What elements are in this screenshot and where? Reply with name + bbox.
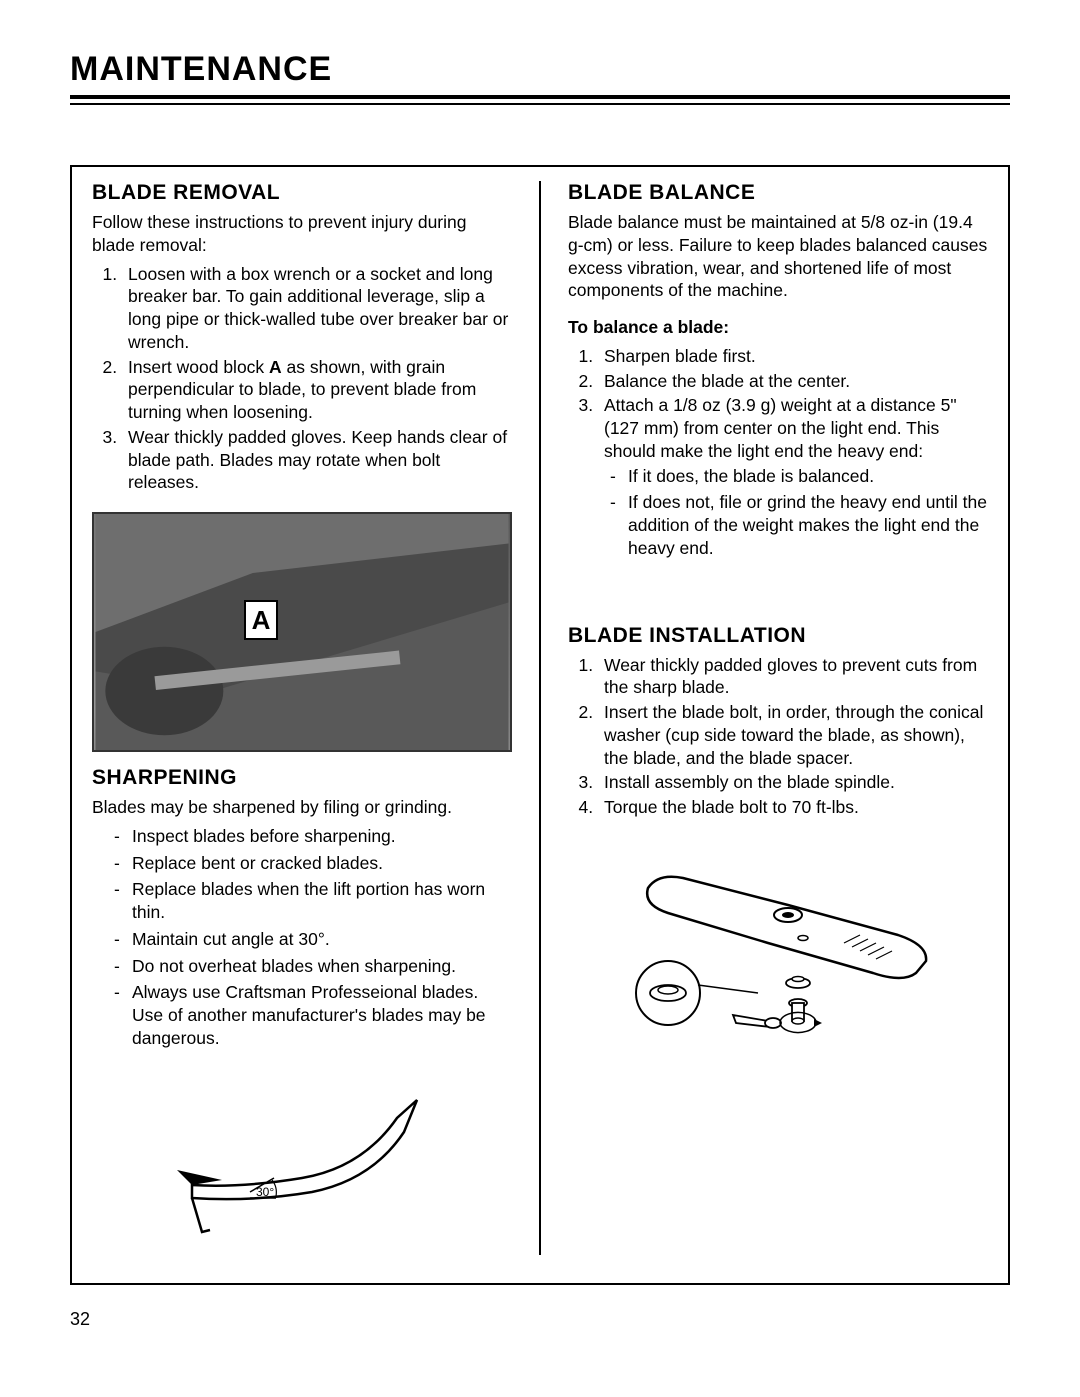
balance-sub-bullet: If does not, file or grind the heavy end… (610, 491, 988, 559)
install-step: Insert the blade bolt, in order, through… (598, 701, 988, 769)
heading-blade-installation: BLADE INSTALLATION (568, 624, 988, 648)
balance-intro: Blade balance must be maintained at 5/8 … (568, 211, 988, 302)
install-step: Torque the blade bolt to 70 ft-lbs. (598, 796, 988, 819)
removal-step: Wear thickly padded gloves. Keep hands c… (122, 426, 512, 494)
figure-blade-install (598, 843, 958, 1053)
removal-step: Loosen with a box wrench or a socket and… (122, 263, 512, 354)
sharpening-bullet: Maintain cut angle at 30°. (114, 928, 512, 951)
install-step: Install assembly on the blade spindle. (598, 771, 988, 794)
angle-label: 30° (256, 1185, 274, 1199)
install-steps: Wear thickly padded gloves to prevent cu… (598, 654, 988, 819)
heading-sharpening: SHARPENING (92, 766, 512, 790)
removal-photo-placeholder (94, 514, 510, 750)
title-underline (70, 95, 1010, 105)
sharpening-intro: Blades may be sharpened by filing or gri… (92, 796, 512, 819)
column-divider (539, 181, 541, 1255)
page-title: MAINTENANCE (70, 50, 1010, 89)
sharpening-bullets: Inspect blades before sharpening. Replac… (114, 825, 512, 1050)
sharpening-bullet: Always use Craftsman Professeional blade… (114, 981, 512, 1049)
removal-intro: Follow these instructions to prevent inj… (92, 211, 512, 257)
balance-step-text: Attach a 1/8 oz (3.9 g) weight at a dist… (604, 395, 957, 461)
sharpening-bullet: Replace blades when the lift portion has… (114, 878, 512, 924)
balance-step: Balance the blade at the center. (598, 370, 988, 393)
removal-step-text: Insert wood block A as shown, with grain… (128, 357, 476, 423)
figure-label-a: A (244, 600, 278, 640)
left-column: BLADE REMOVAL Follow these instructions … (92, 181, 512, 1255)
sharpening-bullet: Inspect blades before sharpening. (114, 825, 512, 848)
balance-sub-bullet: If it does, the blade is balanced. (610, 465, 988, 488)
sharpening-bullet: Do not overheat blades when sharpening. (114, 955, 512, 978)
figure-blade-removal: A (92, 512, 512, 752)
balance-steps: Sharpen blade first. Balance the blade a… (598, 345, 988, 560)
right-column: BLADE BALANCE Blade balance must be main… (568, 181, 988, 1255)
balance-step: Attach a 1/8 oz (3.9 g) weight at a dist… (598, 394, 988, 559)
balance-subheading: To balance a blade: (568, 316, 988, 339)
block-label: A (269, 357, 282, 377)
removal-steps: Loosen with a box wrench or a socket and… (122, 263, 512, 495)
page-number: 32 (70, 1309, 1010, 1330)
figure-sharpen-angle: 30° (162, 1070, 442, 1240)
heading-blade-removal: BLADE REMOVAL (92, 181, 512, 205)
heading-blade-balance: BLADE BALANCE (568, 181, 988, 205)
balance-sub-bullets: If it does, the blade is balanced. If do… (610, 465, 988, 560)
content-frame: BLADE REMOVAL Follow these instructions … (70, 165, 1010, 1285)
install-step: Wear thickly padded gloves to prevent cu… (598, 654, 988, 700)
removal-step: Insert wood block A as shown, with grain… (122, 356, 512, 424)
sharpening-bullet: Replace bent or cracked blades. (114, 852, 512, 875)
balance-step: Sharpen blade first. (598, 345, 988, 368)
